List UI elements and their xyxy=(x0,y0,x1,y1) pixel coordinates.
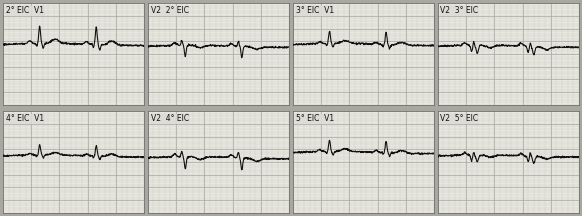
Text: V2  3° EIC: V2 3° EIC xyxy=(441,6,478,15)
Text: V2  2° EIC: V2 2° EIC xyxy=(151,6,189,15)
Text: 2° EIC  V1: 2° EIC V1 xyxy=(6,6,44,15)
Text: 4° EIC  V1: 4° EIC V1 xyxy=(6,114,44,123)
Text: V2  5° EIC: V2 5° EIC xyxy=(441,114,478,123)
Text: 3° EIC  V1: 3° EIC V1 xyxy=(296,6,333,15)
Text: 5° EIC  V1: 5° EIC V1 xyxy=(296,114,333,123)
Text: V2  4° EIC: V2 4° EIC xyxy=(151,114,189,123)
